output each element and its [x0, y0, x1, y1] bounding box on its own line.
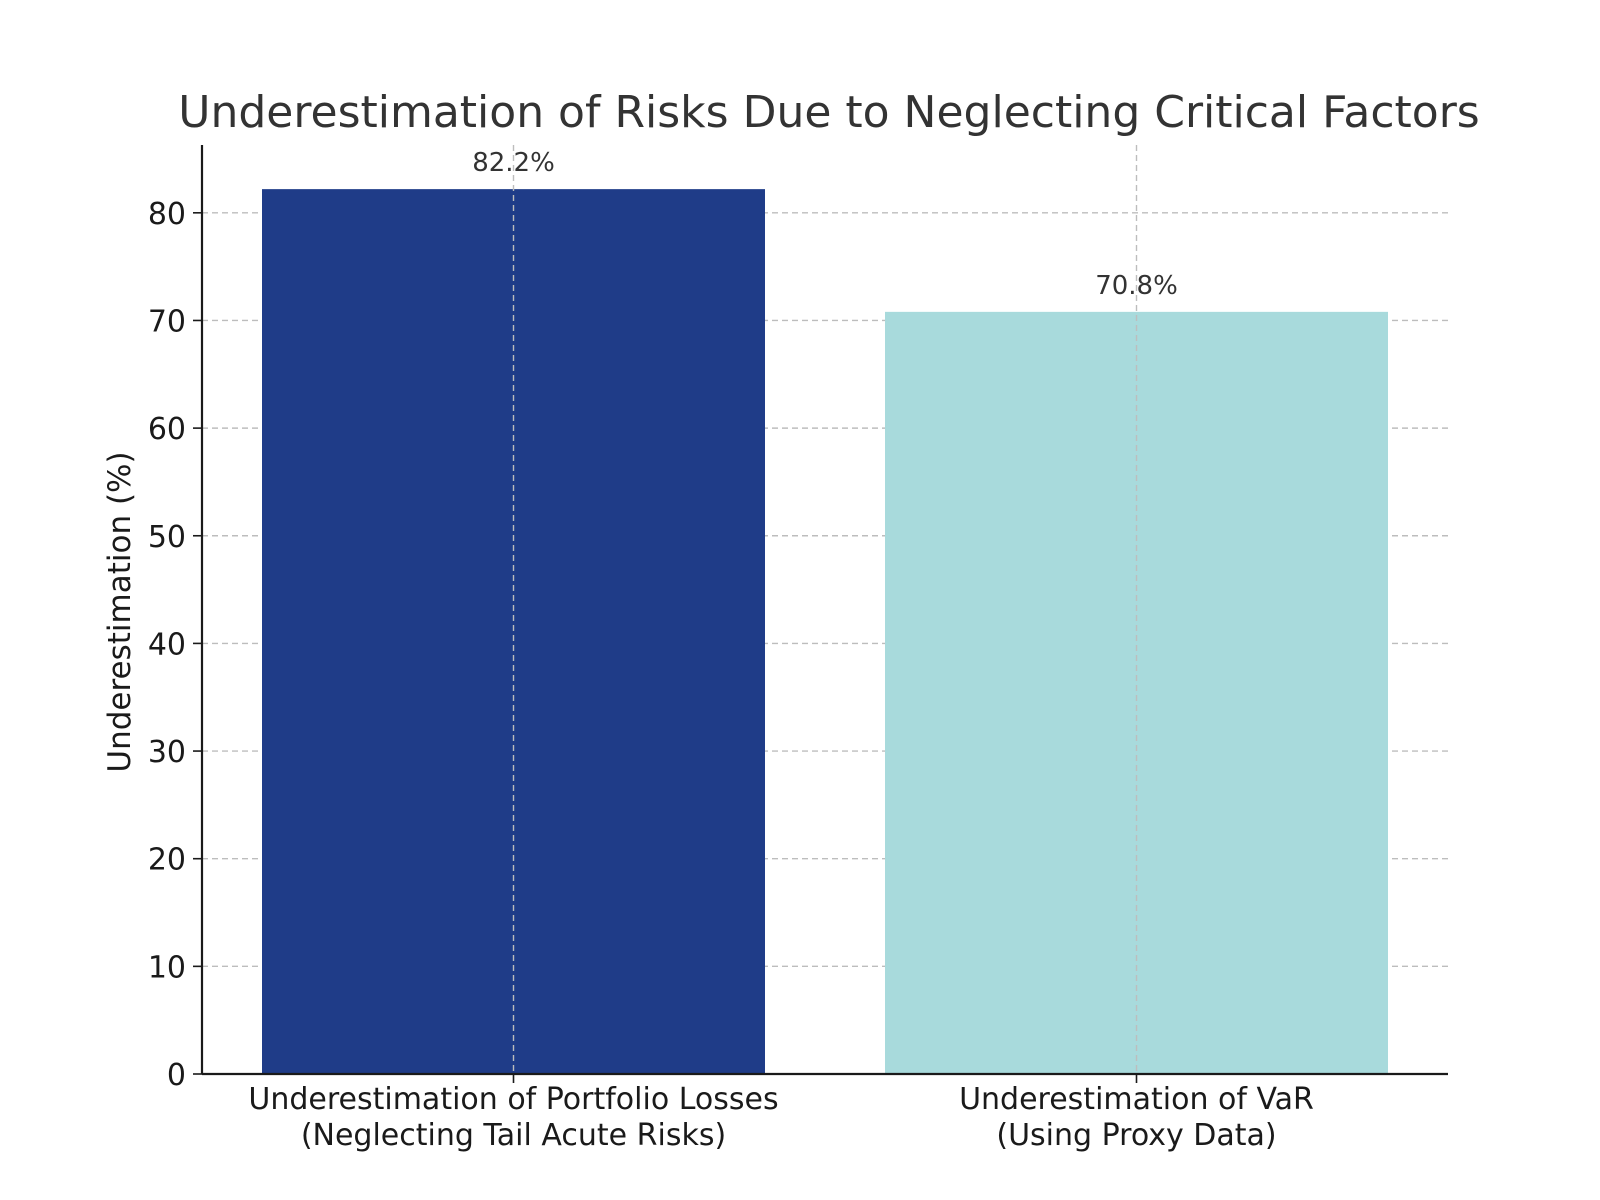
x-tick-label-0-line-1: (Neglecting Tail Acute Risks) — [301, 1118, 726, 1153]
bar-0 — [262, 189, 765, 1075]
chart-title: Underestimation of Risks Due to Neglecti… — [178, 87, 1479, 138]
x-tick-label-0: Underestimation of Portfolio Losses (Negl… — [248, 1082, 778, 1153]
y-tick-label-0: 0 — [167, 1058, 186, 1093]
x-tick-label-1: Underestimation of VaR (Using Proxy Data) — [959, 1082, 1314, 1153]
bars — [262, 189, 1388, 1075]
x-tick-label-1-line-0: Underestimation of VaR — [959, 1082, 1314, 1117]
value-labels: 82.2% 70.8% — [472, 148, 1178, 301]
y-tick-label-40: 40 — [148, 627, 186, 662]
x-tick-label-1-line-1: (Using Proxy Data) — [996, 1118, 1276, 1153]
y-axis-label: Underestimation (%) — [102, 451, 138, 772]
y-tick-label-50: 50 — [148, 520, 186, 555]
y-tick-label-10: 10 — [148, 950, 186, 985]
grid-lines — [202, 212, 1448, 968]
y-tick-label-60: 60 — [148, 412, 186, 447]
value-label-0: 82.2% — [472, 148, 555, 178]
value-label-1: 70.8% — [1095, 271, 1178, 301]
x-tick-labels: Underestimation of Portfolio Losses (Negl… — [248, 1082, 1314, 1153]
y-tick-label-80: 80 — [148, 197, 186, 232]
axes — [193, 145, 1448, 1083]
y-tick-label-20: 20 — [148, 843, 186, 878]
y-tick-label-70: 70 — [148, 304, 186, 339]
x-tick-label-0-line-0: Underestimation of Portfolio Losses — [248, 1082, 778, 1117]
y-tick-label-30: 30 — [148, 735, 186, 770]
y-tick-labels: 0 10 20 30 40 50 60 70 80 — [148, 197, 186, 1093]
vertical-grid-lines — [512, 145, 1138, 1074]
